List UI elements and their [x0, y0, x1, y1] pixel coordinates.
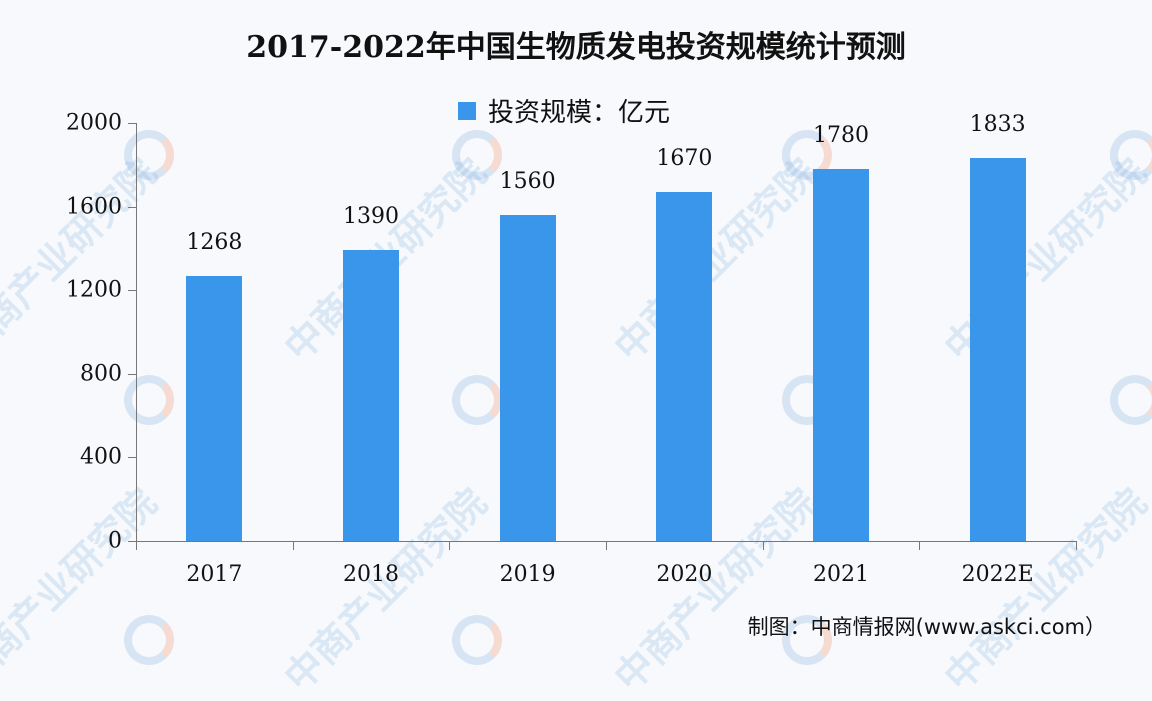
- y-tick: [128, 206, 136, 208]
- y-tick-label: 1600: [66, 194, 122, 220]
- x-tick-label: 2021: [813, 562, 869, 587]
- y-tick: [128, 373, 136, 375]
- y-tick-label: 400: [80, 444, 122, 470]
- x-tick: [606, 541, 607, 550]
- y-tick-label: 1200: [66, 277, 122, 303]
- y-tick: [128, 290, 136, 292]
- value-label: 1833: [969, 111, 1026, 137]
- legend-swatch: [458, 101, 476, 120]
- bar-2019: [499, 214, 556, 541]
- bar-2020: [656, 191, 713, 541]
- x-tick-label: 2019: [499, 562, 556, 587]
- x-tick-label: 2022E: [961, 562, 1034, 587]
- y-tick: [128, 123, 136, 124]
- x-axis: [128, 541, 1076, 542]
- bar-2018: [343, 250, 399, 541]
- bar-2017: [186, 275, 243, 541]
- x-tick: [292, 541, 294, 550]
- y-tick-label: 2000: [66, 110, 122, 136]
- value-label: 1670: [656, 145, 713, 171]
- value-label: 1780: [813, 122, 869, 148]
- y-axis: [136, 123, 137, 541]
- x-tick: [449, 541, 451, 550]
- x-tick: [1076, 541, 1077, 550]
- source-credit: 制图：中商情报网(www.askci.com）: [747, 615, 1106, 639]
- chart-title: 2017-2022年中国生物质发电投资规模统计预测: [246, 30, 906, 65]
- y-tick-label: 800: [80, 361, 122, 387]
- value-label: 1560: [499, 168, 556, 194]
- y-tick: [128, 541, 136, 542]
- bar-2021: [813, 168, 869, 541]
- plot-area: 0 400 800 1200 1600 2000 1268 2017 1390 2018 1560 2…: [66, 110, 1077, 587]
- legend: 投资规模：亿元: [458, 92, 670, 129]
- x-tick: [762, 541, 764, 550]
- value-label: 1390: [343, 204, 399, 230]
- x-tick-label: 2020: [656, 562, 713, 587]
- y-tick-label: 0: [108, 528, 122, 554]
- x-tick-label: 2018: [343, 562, 399, 587]
- legend-label: 投资规模：亿元: [488, 98, 671, 128]
- x-tick: [136, 541, 137, 550]
- y-tick: [128, 457, 136, 459]
- bar-2022E: [969, 157, 1026, 541]
- value-label: 1268: [186, 229, 243, 255]
- x-tick: [919, 541, 921, 550]
- x-tick-label: 2017: [186, 562, 243, 587]
